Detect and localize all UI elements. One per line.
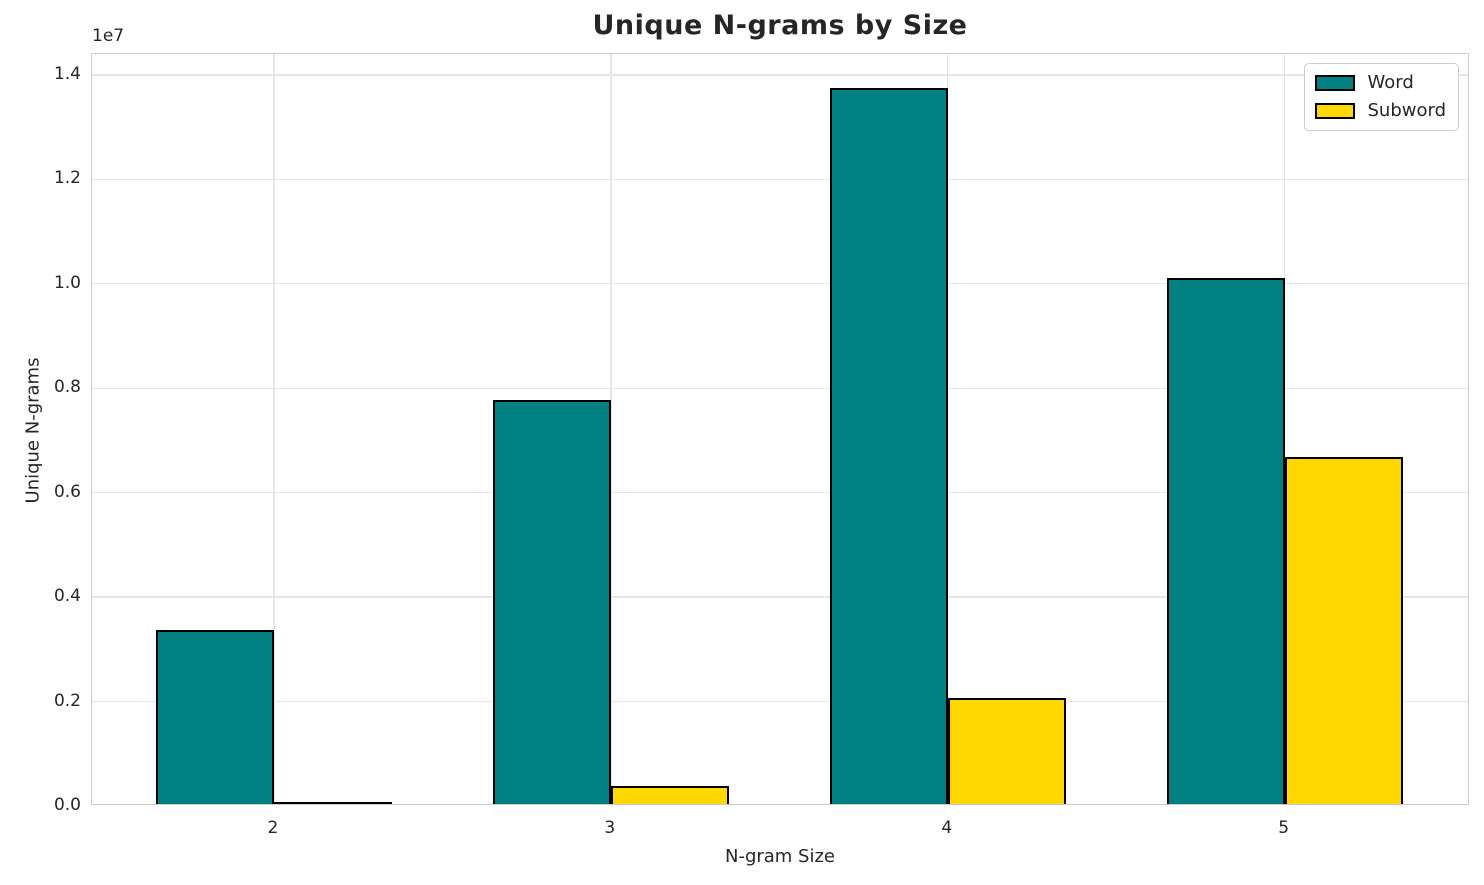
x-tick-label: 2 (267, 818, 279, 838)
bar-subword-5 (1284, 456, 1403, 804)
chart-title: Unique N-grams by Size (592, 10, 968, 41)
x-tick-label: 5 (1278, 818, 1290, 838)
horizontal-gridline (92, 387, 1468, 389)
horizontal-gridline (92, 178, 1468, 181)
y-tick-label: 0.4 (53, 586, 81, 607)
y-tick-label: 0.2 (53, 690, 81, 711)
bar-subword-2 (273, 801, 392, 804)
vertical-gridline (273, 54, 275, 804)
vertical-gridline (1283, 54, 1286, 804)
legend-label-subword: Subword (1367, 100, 1446, 121)
plot-area: Word Subword (91, 53, 1469, 805)
bar-subword-4 (947, 698, 1066, 804)
y-tick-label: 1.0 (53, 272, 81, 293)
bar-word-5 (1166, 278, 1285, 804)
horizontal-gridline (92, 491, 1468, 494)
legend-item-word: Word (1315, 73, 1446, 93)
horizontal-gridline (92, 700, 1468, 703)
subword-series-swatch (1315, 103, 1356, 119)
y-tick-label: 1.4 (53, 63, 81, 84)
y-axis-offset-label: 1e7 (92, 26, 125, 46)
bar-word-2 (156, 629, 274, 804)
horizontal-gridline (92, 596, 1468, 598)
y-tick-label: 0.6 (53, 481, 81, 502)
horizontal-gridline (92, 283, 1468, 285)
x-axis-label: N-gram Size (724, 846, 836, 867)
x-tick-label: 4 (941, 818, 953, 838)
bar-word-4 (829, 88, 948, 804)
bar-word-3 (492, 399, 611, 804)
horizontal-gridline (92, 74, 1468, 76)
vertical-gridline (947, 54, 949, 804)
vertical-gridline (610, 54, 612, 804)
bar-subword-3 (610, 785, 729, 804)
word-series-swatch (1315, 75, 1356, 91)
legend-item-subword: Subword (1315, 101, 1446, 121)
y-tick-label: 0.0 (53, 795, 81, 815)
y-tick-label: 0.8 (53, 377, 81, 398)
y-tick-label: 1.2 (53, 168, 81, 189)
chart-legend: Word Subword (1304, 63, 1459, 131)
x-tick-label: 3 (604, 818, 616, 838)
legend-label-word: Word (1367, 72, 1414, 93)
